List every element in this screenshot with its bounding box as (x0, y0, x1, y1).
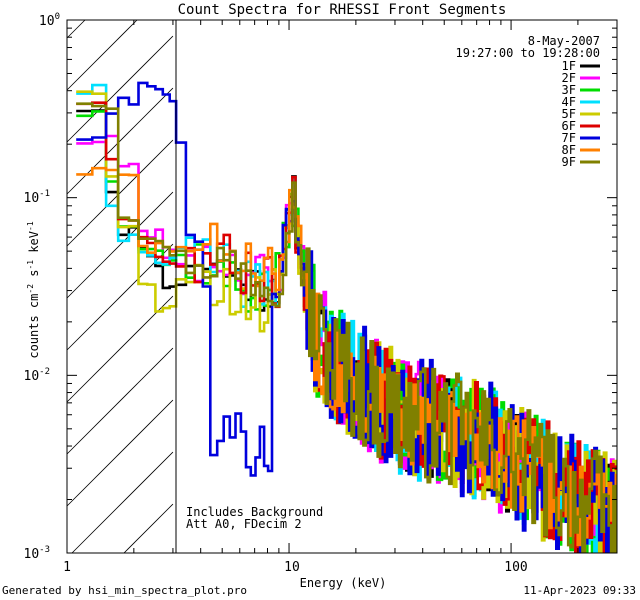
series-line-9f (76, 102, 617, 553)
hatch-line (66, 347, 174, 455)
hatch-line (66, 19, 86, 39)
y-tick-label: 10-1 (24, 189, 51, 206)
observation-date: 8-May-2007 (528, 34, 600, 48)
hatch-line (123, 503, 174, 554)
chart-title: Count Spectra for RHESSI Front Segments (178, 2, 507, 18)
hatch-line (66, 139, 174, 247)
y-tick-label: 10-3 (24, 545, 51, 562)
legend-label-3f: 3F (562, 83, 576, 97)
annotation-attenuator: Att A0, FDecim 2 (186, 517, 302, 531)
hatch-line (66, 35, 174, 143)
legend-label-5f: 5F (562, 107, 576, 121)
legend-label-9f: 9F (562, 155, 576, 169)
y-tick-label: 10-2 (24, 367, 51, 384)
hatch-line (66, 87, 174, 195)
legend-label-2f: 2F (562, 71, 576, 85)
legend-label-8f: 8F (562, 143, 576, 157)
hatch-line (66, 399, 174, 507)
axis-ticks (66, 19, 618, 554)
legend-label-6f: 6F (562, 119, 576, 133)
x-tick-label: 100 (504, 560, 527, 575)
legend-label-1f: 1F (562, 59, 576, 73)
x-tick-label: 10 (284, 560, 300, 575)
y-axis-label: counts cm-2 s-1 keV-1 (26, 221, 41, 358)
legend-label-4f: 4F (562, 95, 576, 109)
hatch-line (71, 451, 174, 554)
shaded-region-hatching (66, 19, 174, 554)
footer-generator: Generated by hsi_min_spectra_plot.pro (2, 584, 247, 597)
plot-frame (66, 19, 618, 554)
x-axis-label: Energy (keV) (300, 576, 387, 590)
series-group (76, 81, 617, 553)
annotation-background: Includes Background (186, 505, 323, 519)
hatch-line (66, 191, 174, 299)
observation-time-range: 19:27:00 to 19:28:00 (456, 46, 601, 60)
hatch-line (66, 19, 138, 91)
footer-timestamp: 11-Apr-2023 09:33 (523, 584, 636, 597)
legend: 1F 2F 3F 4F 5F 6F 7F 8F 9F (562, 59, 600, 169)
hatch-line (66, 295, 174, 403)
y-tick-label: 100 (39, 12, 60, 29)
legend-label-7f: 7F (562, 131, 576, 145)
x-tick-label: 1 (63, 560, 71, 575)
